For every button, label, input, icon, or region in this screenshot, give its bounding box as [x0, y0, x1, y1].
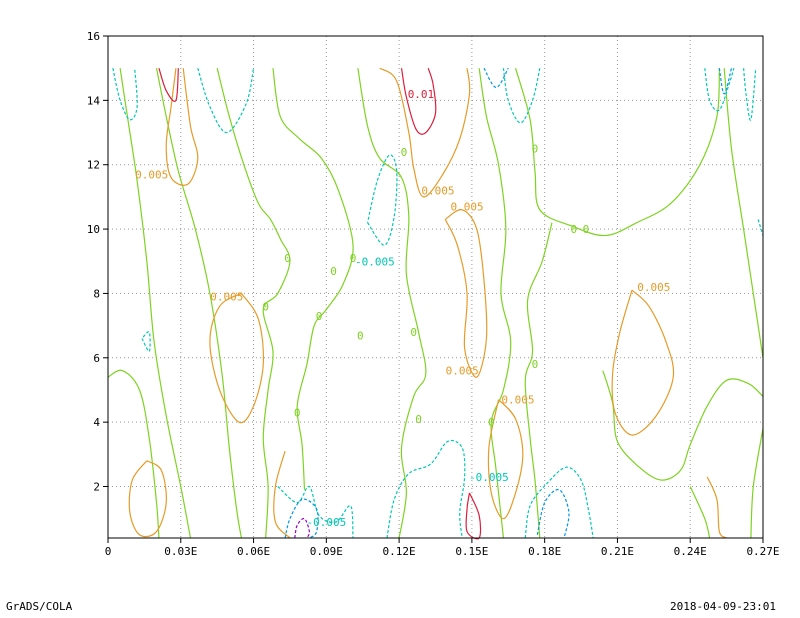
x-tick-label: 0.03E: [164, 545, 197, 558]
contour-line-neg-weak: [141, 331, 151, 352]
x-tick-label: 0.06E: [237, 545, 270, 558]
contour-line-zero: [478, 68, 512, 539]
contour-zero-label: 0: [316, 310, 323, 323]
contour-line-zero: [750, 428, 764, 539]
contour-zero-label: 0: [350, 252, 357, 265]
contour-zero-label: 0: [357, 329, 364, 342]
contour-zero-label: 0: [294, 407, 301, 420]
x-tick-label: 0.12E: [383, 545, 416, 558]
footer-timestamp: 2018-04-09-23:01: [670, 600, 776, 613]
contour-zero-label: 0: [330, 265, 337, 278]
contour-zero-label: 0: [284, 252, 291, 265]
contour-line-zero: [602, 370, 764, 481]
contour-value-label: 0.01: [408, 88, 435, 101]
contour-line-pos-strong: [400, 67, 437, 135]
contour-zero-label: 0: [532, 358, 539, 371]
x-tick-label: 0.09E: [310, 545, 343, 558]
contour-line-zero: [272, 68, 354, 490]
contour-line-neg-weak: [386, 439, 466, 539]
contour-zero-label: 0: [570, 223, 577, 236]
contour-line-zero: [216, 68, 291, 539]
x-axis: 0 0.03E 0.06E 0.09E 0.12E 0.15E 0.18E 0.21E 0.24…: [105, 538, 780, 558]
y-tick-label: 16: [87, 30, 100, 43]
contour-line-neg-weak: [757, 219, 764, 236]
x-tick-label: 0.18E: [528, 545, 561, 558]
contour-line-zero: [357, 68, 427, 539]
contour-value-label: 0.005: [210, 291, 243, 304]
contour-zero-label: 0: [410, 326, 417, 339]
x-tick-label: 0.27E: [746, 545, 779, 558]
contour-line-neg-weak: [366, 154, 398, 246]
contour-line-neg-mid: [536, 488, 570, 539]
y-tick-label: 4: [93, 416, 100, 429]
contour-zero-label: 0: [583, 223, 590, 236]
contour-value-label: -0.005: [306, 516, 346, 529]
x-tick-label: 0.15E: [455, 545, 488, 558]
contour-line-zero: [155, 68, 243, 539]
contour-zero-label: 0: [262, 300, 269, 313]
x-tick-label: 0.21E: [601, 545, 634, 558]
contour-line-neg-weak: [502, 68, 541, 124]
contour-line-zero: [107, 369, 160, 539]
contour-line-neg-weak: [524, 466, 594, 539]
contour-line-neg-weak: [742, 68, 757, 121]
y-tick-label: 8: [93, 287, 100, 300]
contour-zero-label: 0: [488, 416, 495, 429]
contour-line-neg-mid: [483, 67, 509, 89]
contour-value-label: 0.005: [501, 394, 534, 407]
contour-value-label: 0.005: [421, 184, 454, 197]
contour-line-pos-strong: [465, 492, 482, 540]
contour-line-pos-weak: [209, 292, 265, 424]
x-tick-label: 0.24E: [674, 545, 707, 558]
contour-value-label: 0.005: [446, 365, 479, 378]
contour-line-neg-mid: [718, 68, 733, 95]
contour-lines: [107, 67, 764, 540]
contour-zero-label: 0: [415, 413, 422, 426]
y-tick-label: 10: [87, 223, 100, 236]
contour-line-zero: [723, 68, 764, 358]
contour-zero-label: 0: [532, 143, 539, 156]
y-tick-label: 6: [93, 352, 100, 365]
contour-line-pos-weak: [273, 450, 291, 539]
contour-line-pos-weak: [706, 476, 728, 539]
contour-line-neg-mid: [284, 498, 319, 539]
contour-value-label: 0.005: [450, 201, 483, 214]
plot-frame: [107, 35, 764, 539]
contour-line-pos-strong: [158, 67, 179, 102]
contour-line-zero: [524, 222, 553, 539]
contour-line-neg-weak: [197, 67, 255, 134]
y-tick-label: 2: [93, 481, 100, 494]
contour-line-neg-weak: [112, 68, 138, 121]
contour-value-label: 0.005: [637, 281, 670, 294]
contour-line-pos-weak: [128, 460, 167, 538]
contour-line-pos-weak: [379, 67, 471, 198]
contour-line-pos-weak: [444, 209, 488, 378]
contour-value-label: -0.005: [355, 255, 395, 268]
contour-line-pos-weak: [611, 289, 675, 436]
contour-line-pos-weak: [165, 68, 199, 186]
contour-value-label: 0.005: [135, 168, 168, 181]
y-tick-label: 14: [87, 94, 101, 107]
y-tick-label: 12: [87, 159, 100, 172]
footer-credit: GrADS/COLA: [6, 600, 73, 613]
x-tick-label: 0: [105, 545, 112, 558]
contour-line-neg-weak: [277, 485, 354, 539]
contour-line-neg-weak: [704, 68, 735, 112]
contour-zero-label: 0: [401, 146, 408, 159]
contour-line-zero: [514, 68, 720, 237]
contour-labels: 0.005 0.005 0.01 0.005 0.005 -0.005 0.005 0.005…: [135, 88, 670, 529]
contour-line-pos-weak: [487, 399, 524, 520]
contour-line-zero: [689, 486, 711, 539]
y-axis: 2 4 6 8 10 12 14 16: [87, 30, 108, 494]
contour-line-zero: [119, 68, 192, 539]
contour-value-label: -0.005: [469, 471, 509, 484]
